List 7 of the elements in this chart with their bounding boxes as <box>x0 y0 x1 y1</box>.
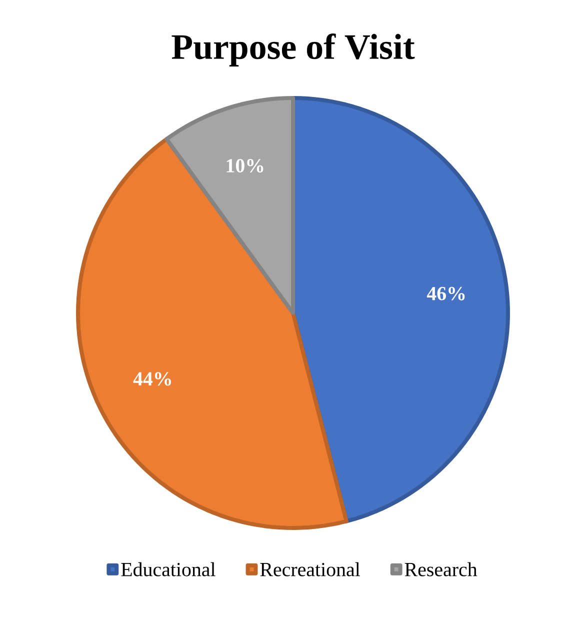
legend-label: Recreational <box>260 562 360 576</box>
chart-title: Purpose of Visit <box>172 34 415 66</box>
legend-label: Research <box>404 562 478 576</box>
data-label: 46% <box>426 286 465 300</box>
data-label: 10% <box>226 159 264 173</box>
legend-label: Educational <box>121 562 216 576</box>
data-label: 44% <box>133 372 171 386</box>
